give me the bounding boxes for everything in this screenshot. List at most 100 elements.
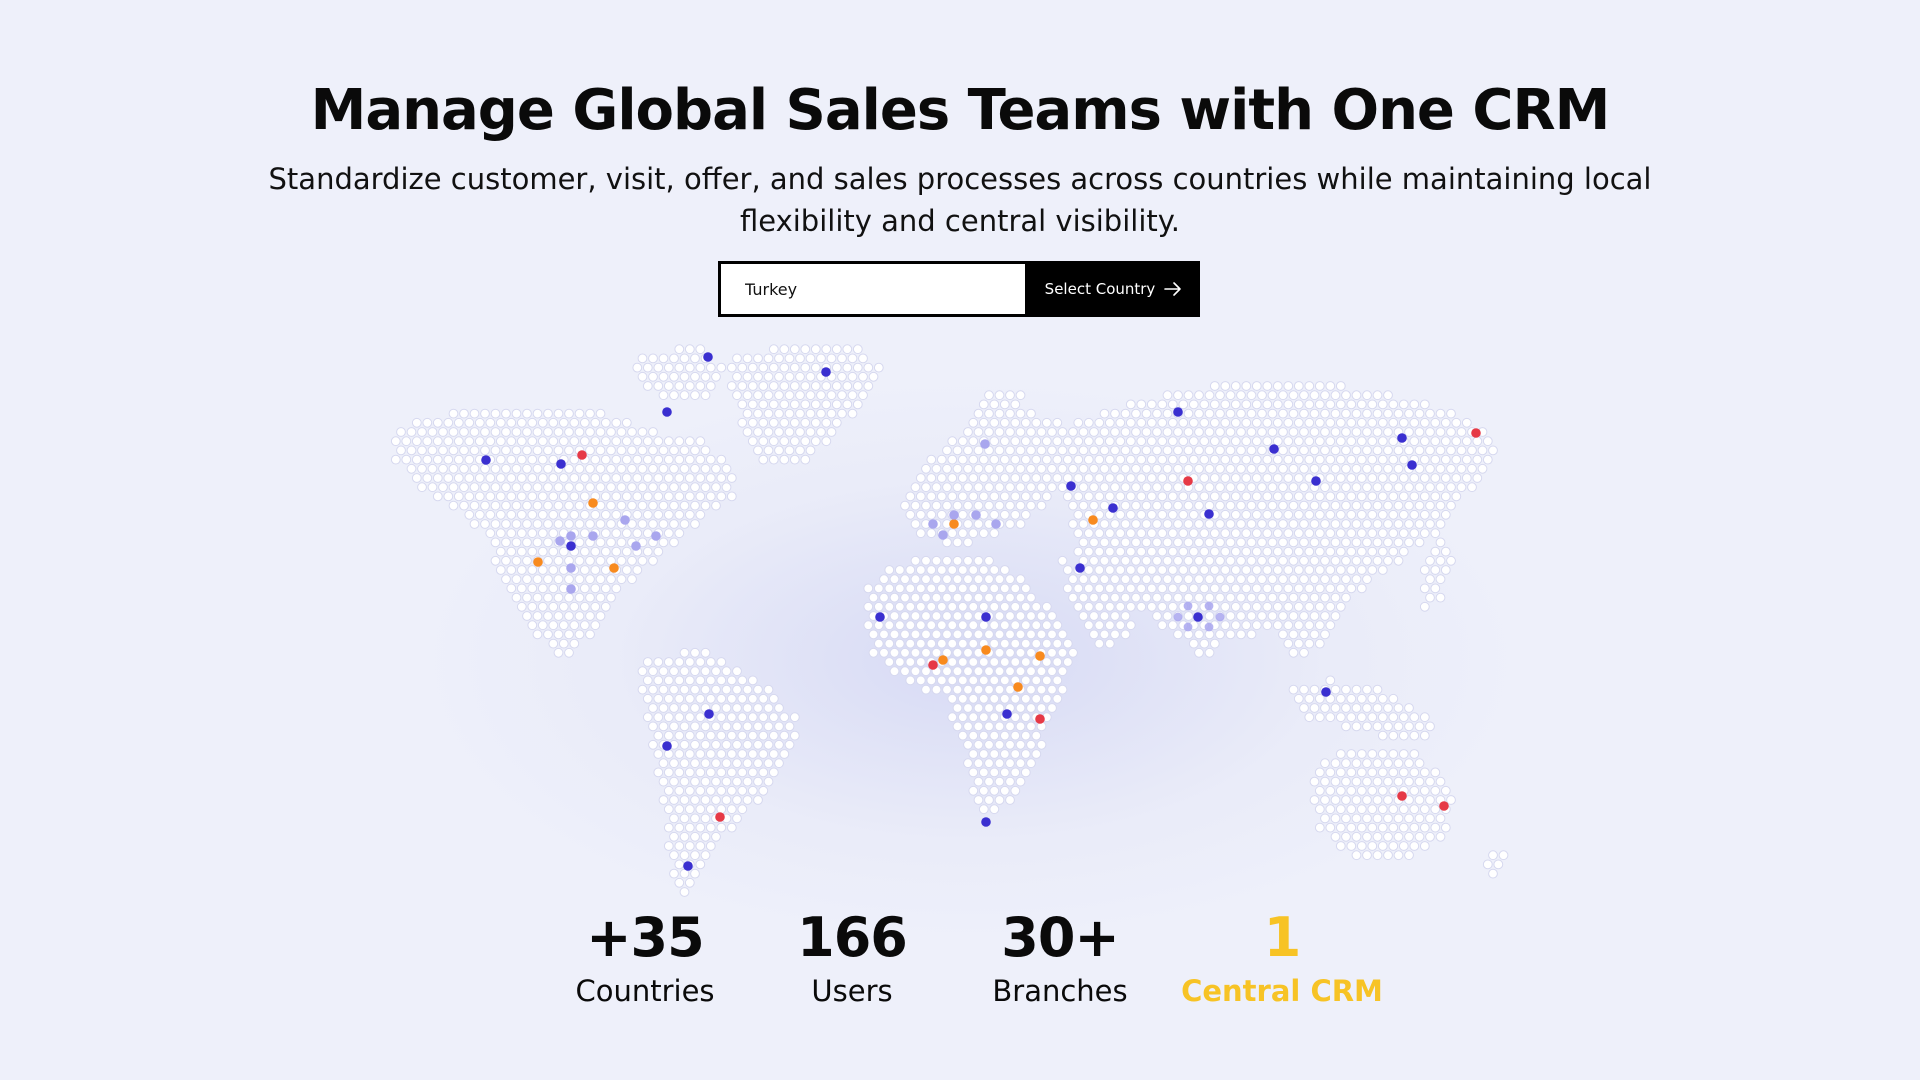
map-land-dot <box>1346 473 1357 483</box>
map-marker-blue <box>1311 476 1321 486</box>
map-land-dot <box>585 427 595 437</box>
map-marker-blue <box>1397 433 1407 443</box>
map-land-dot <box>1288 500 1299 511</box>
map-land-dot <box>1435 463 1446 474</box>
map-land-dot <box>543 500 553 511</box>
map-land-dot <box>963 537 973 548</box>
map-land-dot <box>422 417 433 428</box>
map-land-dot <box>758 436 769 447</box>
map-land-dot <box>1010 417 1021 428</box>
map-land-dot <box>1215 537 1225 548</box>
map-land-dot <box>921 482 931 493</box>
map-land-dot <box>1047 684 1057 695</box>
map-land-dot <box>1073 546 1084 557</box>
map-land-dot <box>627 555 637 566</box>
map-land-dot <box>999 436 1010 447</box>
map-land-dot <box>574 463 585 474</box>
map-land-dot <box>1152 500 1162 511</box>
map-land-dot <box>779 381 790 391</box>
map-land-dot <box>1089 574 1099 585</box>
map-land-dot <box>716 785 727 796</box>
map-land-dot <box>1099 427 1110 437</box>
select-country-button[interactable]: Select Country <box>1028 261 1200 317</box>
map-land-dot <box>553 555 564 566</box>
map-land-dot <box>1246 445 1257 456</box>
map-land-dot <box>1241 417 1252 428</box>
map-land-dot <box>1304 601 1315 612</box>
map-land-dot <box>663 528 674 539</box>
map-land-dot <box>1309 500 1320 511</box>
map-land-dot <box>1062 657 1073 667</box>
map-land-dot <box>548 583 559 594</box>
map-land-dot <box>1293 509 1304 520</box>
map-land-dot <box>527 473 538 483</box>
map-land-dot <box>879 629 889 640</box>
map-land-dot <box>1036 739 1047 750</box>
map-land-dot <box>868 371 879 382</box>
map-land-dot <box>1398 767 1409 778</box>
map-land-dot <box>1325 454 1336 465</box>
map-land-dot <box>737 749 748 759</box>
map-land-dot <box>1430 583 1441 594</box>
map-land-dot <box>1341 537 1351 548</box>
map-land-dot <box>585 629 595 640</box>
map-land-dot <box>810 362 821 373</box>
map-land-dot <box>1062 638 1073 649</box>
map-land-dot <box>674 804 685 815</box>
map-land-dot <box>1419 712 1430 723</box>
map-land-dot <box>1288 574 1299 585</box>
map-land-dot <box>1230 381 1241 391</box>
map-land-dot <box>947 601 958 612</box>
map-land-dot <box>1467 482 1477 493</box>
map-land-dot <box>1047 427 1057 437</box>
map-marker-blue <box>821 367 831 377</box>
map-land-dot <box>511 537 522 548</box>
map-land-dot <box>695 436 706 447</box>
map-land-dot <box>1272 583 1283 594</box>
map-land-dot <box>1131 408 1141 419</box>
map-land-dot <box>1377 785 1388 796</box>
map-land-dot <box>1341 795 1351 805</box>
map-land-dot <box>1099 574 1110 585</box>
map-land-dot <box>1488 445 1498 456</box>
map-land-dot <box>522 519 532 529</box>
map-land-dot <box>1120 555 1131 566</box>
map-land-dot <box>1215 519 1225 529</box>
map-land-dot <box>1351 813 1362 824</box>
map-land-dot <box>1362 574 1372 585</box>
map-land-dot <box>1220 601 1231 612</box>
map-land-dot <box>632 528 643 539</box>
map-land-dot <box>1152 574 1162 585</box>
map-land-dot <box>511 482 522 493</box>
map-marker-blue <box>1193 612 1203 622</box>
map-land-dot <box>852 399 863 410</box>
map-land-dot <box>779 436 790 447</box>
country-input[interactable] <box>718 261 1028 317</box>
map-land-dot <box>942 666 952 677</box>
map-land-dot <box>632 565 643 575</box>
map-land-dot <box>658 684 669 695</box>
map-land-dot <box>1362 776 1372 787</box>
map-land-dot <box>758 381 769 391</box>
map-land-dot <box>1267 408 1278 419</box>
map-land-dot <box>543 592 553 603</box>
map-land-dot <box>968 620 979 631</box>
map-land-dot <box>1435 500 1446 511</box>
map-land-dot <box>1398 749 1409 759</box>
map-land-dot <box>569 620 580 631</box>
map-land-dot <box>585 574 595 585</box>
map-land-dot <box>1472 473 1483 483</box>
map-land-dot <box>1036 427 1047 437</box>
map-land-dot <box>1335 565 1346 575</box>
map-land-dot <box>1204 445 1215 456</box>
map-land-dot <box>795 390 805 401</box>
map-land-dot <box>842 362 853 373</box>
map-land-dot <box>753 795 763 805</box>
map-land-dot <box>700 739 711 750</box>
map-land-dot <box>711 758 721 769</box>
map-land-dot <box>779 712 790 723</box>
map-land-dot <box>1099 629 1110 640</box>
map-land-dot <box>910 519 921 529</box>
map-land-dot <box>1467 463 1477 474</box>
map-marker-red <box>1183 476 1193 486</box>
